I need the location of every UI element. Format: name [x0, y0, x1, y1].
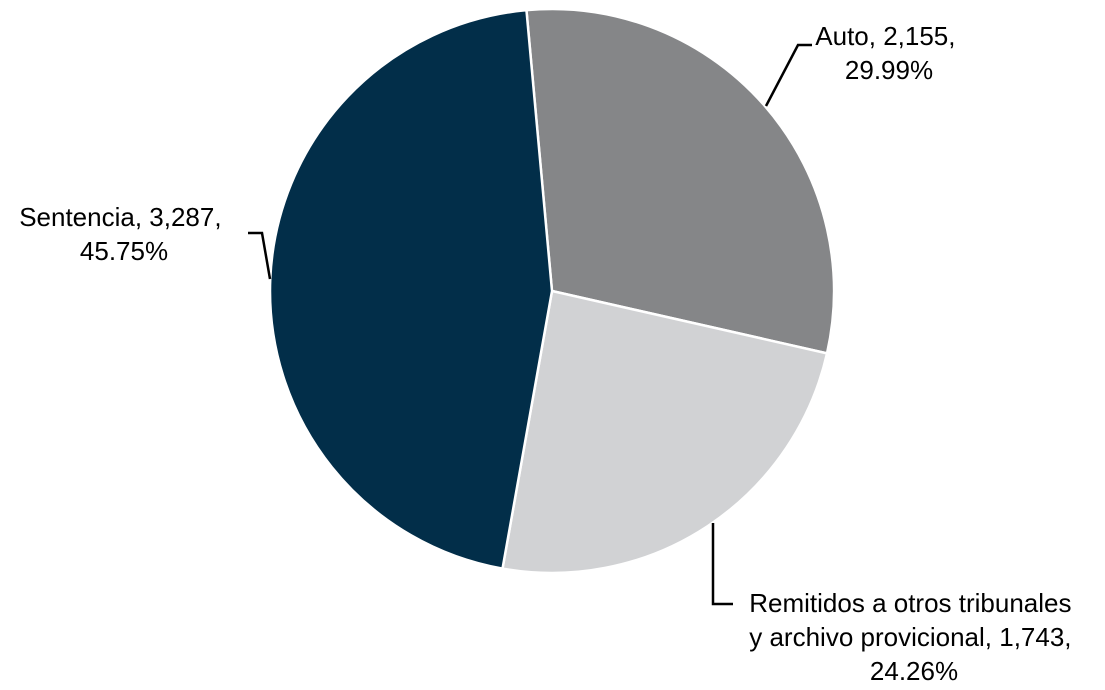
- pie-slice-sentencia: [268, 8, 554, 571]
- leader-lines: [248, 43, 812, 606]
- data-label-remitidos-line-2: y archivo provicional, 1,743,: [749, 622, 1071, 652]
- leader-line-remitidos: [711, 523, 733, 606]
- pie-slices: [268, 7, 836, 575]
- data-label-sentencia: Sentencia, 3,287, 45.75%: [19, 202, 229, 266]
- leader-line-auto: [764, 43, 812, 107]
- data-label-sentencia-line-2: 45.75%: [80, 236, 168, 266]
- data-label-sentencia-line-1: Sentencia, 3,287,: [19, 202, 221, 232]
- pie-slice-auto: [525, 7, 836, 355]
- leader-line-sentencia: [248, 231, 272, 280]
- pie-slice-remitidos: [501, 289, 829, 575]
- data-label-remitidos-line-1: Remitidos a otros tribunales: [749, 588, 1071, 618]
- data-label-auto: Auto, 2,155, 29.99%: [815, 21, 962, 85]
- data-label-auto-line-2: 29.99%: [845, 55, 933, 85]
- data-labels: Auto, 2,155, 29.99% Remitidos a otros tr…: [19, 21, 1079, 686]
- data-label-auto-line-1: Auto, 2,155,: [815, 21, 955, 51]
- data-label-remitidos-line-3: 24.26%: [870, 656, 958, 686]
- data-label-remitidos: Remitidos a otros tribunales y archivo p…: [749, 588, 1079, 686]
